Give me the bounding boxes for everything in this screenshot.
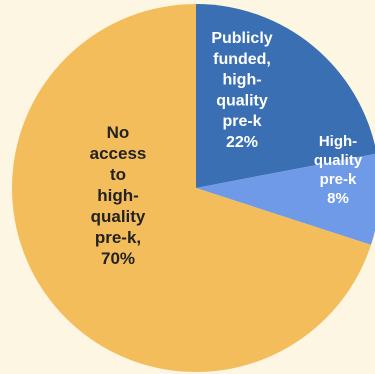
pie-slice-label-line: No — [107, 123, 130, 142]
pie-slice-1 — [196, 153, 375, 245]
pie-slice-label-line: access — [90, 144, 147, 163]
pie-slice-label-line: quality — [216, 92, 268, 109]
pie-slice-label-line: 70% — [101, 249, 135, 268]
pie-slice-label-line: pre-k, — [95, 228, 141, 247]
pie-slice-label-line: 8% — [327, 190, 349, 207]
pie-slice-label-0: Publicly funded, high-quality pre-k 22% — [211, 30, 272, 151]
pie-slice-label-2: No access to high-quality pre-k, 70% — [90, 123, 147, 268]
pie-slice-label-line: quality — [91, 207, 146, 226]
pie-slice-label-line: to — [110, 165, 126, 184]
pie-slice-label-line: high- — [222, 72, 261, 89]
pie-slices — [11, 4, 375, 373]
pie-labels: Publicly funded, high-quality pre-k 22% High-… — [90, 30, 363, 268]
pie-slice-label-line: pre-k — [320, 171, 357, 188]
pie-slice-label-line: funded, — [213, 51, 271, 68]
pie-slice-label-line: Publicly — [211, 30, 272, 47]
pie-slice-label-line: pre-k — [222, 113, 261, 130]
pie-slice-label-line: high- — [97, 186, 139, 205]
pie-slice-label-line: quality — [314, 152, 363, 169]
pie-slice-label-line: High- — [319, 133, 357, 150]
pie-slice-label-line: 22% — [226, 134, 258, 151]
pie-slice-2 — [11, 4, 371, 373]
pie-slice-label-1: High-quality pre-k 8% — [314, 133, 363, 207]
pie-slice-0 — [196, 4, 375, 188]
